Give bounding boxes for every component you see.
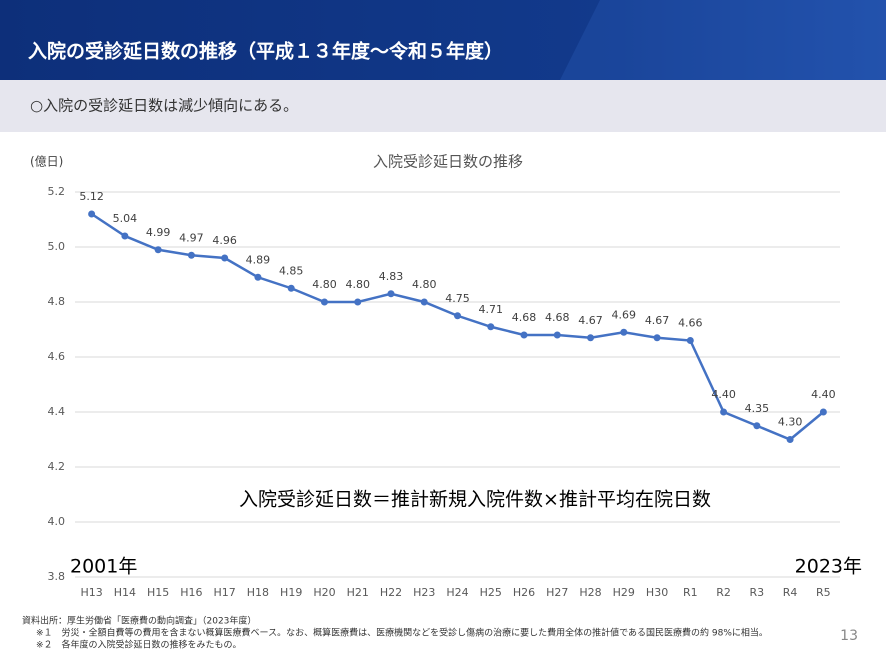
x-tick-label: H24 <box>446 586 468 599</box>
data-label: 4.30 <box>778 416 803 429</box>
point <box>753 422 761 430</box>
x-tick-label: H16 <box>180 586 202 599</box>
data-label: 4.85 <box>279 264 304 277</box>
point <box>420 298 428 306</box>
point <box>819 408 827 416</box>
x-tick-label: H30 <box>646 586 668 599</box>
point <box>254 273 262 281</box>
data-label: 4.80 <box>345 278 370 291</box>
x-tick-label: R1 <box>683 586 698 599</box>
point <box>154 246 162 254</box>
data-label: 4.97 <box>179 231 204 244</box>
x-tick-label: H26 <box>513 586 535 599</box>
point <box>320 298 328 306</box>
point <box>520 331 528 339</box>
data-label: 4.67 <box>645 314 670 327</box>
page-number: 13 <box>840 628 858 644</box>
y-axis-label: (億日) <box>30 155 63 169</box>
y-tick-label: 5.2 <box>48 185 66 198</box>
x-tick-label: H18 <box>247 586 269 599</box>
y-tick-label: 4.6 <box>48 350 66 363</box>
y-tick-label: 4.8 <box>48 295 66 308</box>
point <box>121 232 129 240</box>
data-label: 4.66 <box>678 317 703 330</box>
y-tick-label: 3.8 <box>48 570 66 583</box>
x-tick-label: R4 <box>783 586 798 599</box>
data-label: 4.69 <box>612 308 637 321</box>
data-label: 4.35 <box>745 402 770 415</box>
y-tick-label: 4.4 <box>48 405 66 418</box>
data-label: 4.71 <box>479 303 504 316</box>
data-label: 5.04 <box>113 212 138 225</box>
header-title: 入院の受診延日数の推移（平成１３年度～令和５年度） <box>28 40 503 63</box>
data-label: 4.68 <box>545 311 570 324</box>
formula: 入院受診延日数＝推計新規入院件数×推計平均在院日数 <box>239 489 711 511</box>
data-label: 4.75 <box>445 292 470 305</box>
x-tick-label: H22 <box>380 586 402 599</box>
note: ※２ 各年度の入院受診延日数の推移をみたもの。 <box>36 639 242 651</box>
start-year: 2001年 <box>70 556 137 578</box>
data-label: 4.96 <box>212 234 237 247</box>
plot: 5.2 5.0 4.8 4.6 4.4 4.2 4.0 3.8 H13 H14 H15 H16 H17 H… <box>48 185 840 599</box>
data-label: 4.80 <box>312 278 337 291</box>
point <box>187 251 195 259</box>
point <box>553 331 561 339</box>
summary-band <box>0 80 886 132</box>
data-label: 4.99 <box>146 226 171 239</box>
x-tick-label: H14 <box>114 586 136 599</box>
data-label: 4.67 <box>578 314 603 327</box>
data-label: 4.40 <box>711 388 736 401</box>
header-accent <box>560 0 886 80</box>
end-year: 2023年 <box>795 556 862 578</box>
source: 資料出所：厚生労働省「医療費の動向調査」（2023年度） <box>22 615 256 627</box>
data-label: 4.80 <box>412 278 437 291</box>
x-tick-label: R5 <box>816 586 831 599</box>
point <box>454 312 461 320</box>
point <box>287 284 295 292</box>
x-tick-label: H20 <box>313 586 335 599</box>
point <box>653 334 661 342</box>
data-label: 5.12 <box>79 190 104 203</box>
x-tick-label: H23 <box>413 586 435 599</box>
x-tick-label: H17 <box>214 586 236 599</box>
point <box>686 337 694 344</box>
point <box>720 408 728 416</box>
x-tick-label: H27 <box>546 586 568 599</box>
y-tick-label: 4.0 <box>48 515 66 528</box>
point <box>221 254 229 262</box>
data-label: 4.83 <box>379 270 404 283</box>
x-tick-label: H21 <box>347 586 369 599</box>
summary: ○入院の受診延日数は減少傾向にある。 <box>30 97 298 115</box>
data-label: 4.68 <box>512 311 537 324</box>
header-bar <box>0 0 886 80</box>
point <box>487 323 495 331</box>
x-tick-label: R3 <box>750 586 765 599</box>
note: ※１ 労災・全額自費等の費用を含まない概算医療費ベース。なお、概算医療費は、医療… <box>36 627 768 639</box>
x-tick-label: H28 <box>579 586 601 599</box>
y-tick-label: 4.2 <box>48 460 66 473</box>
x-tick-label: H25 <box>480 586 502 599</box>
point <box>786 436 794 443</box>
chart-title: 入院受診延日数の推移 <box>373 153 523 171</box>
x-tick-label: H15 <box>147 586 169 599</box>
point <box>88 210 96 218</box>
y-tick-label: 5.0 <box>48 240 66 253</box>
data-label: 4.40 <box>811 388 836 401</box>
data-label: 4.89 <box>246 253 271 266</box>
point <box>620 328 628 336</box>
point <box>587 334 595 342</box>
x-tick-label: H29 <box>613 586 635 599</box>
x-tick-label: H13 <box>80 586 102 599</box>
x-tick-label: H19 <box>280 586 302 599</box>
point <box>354 298 362 306</box>
x-tick-label: R2 <box>716 586 731 599</box>
point <box>387 290 395 298</box>
